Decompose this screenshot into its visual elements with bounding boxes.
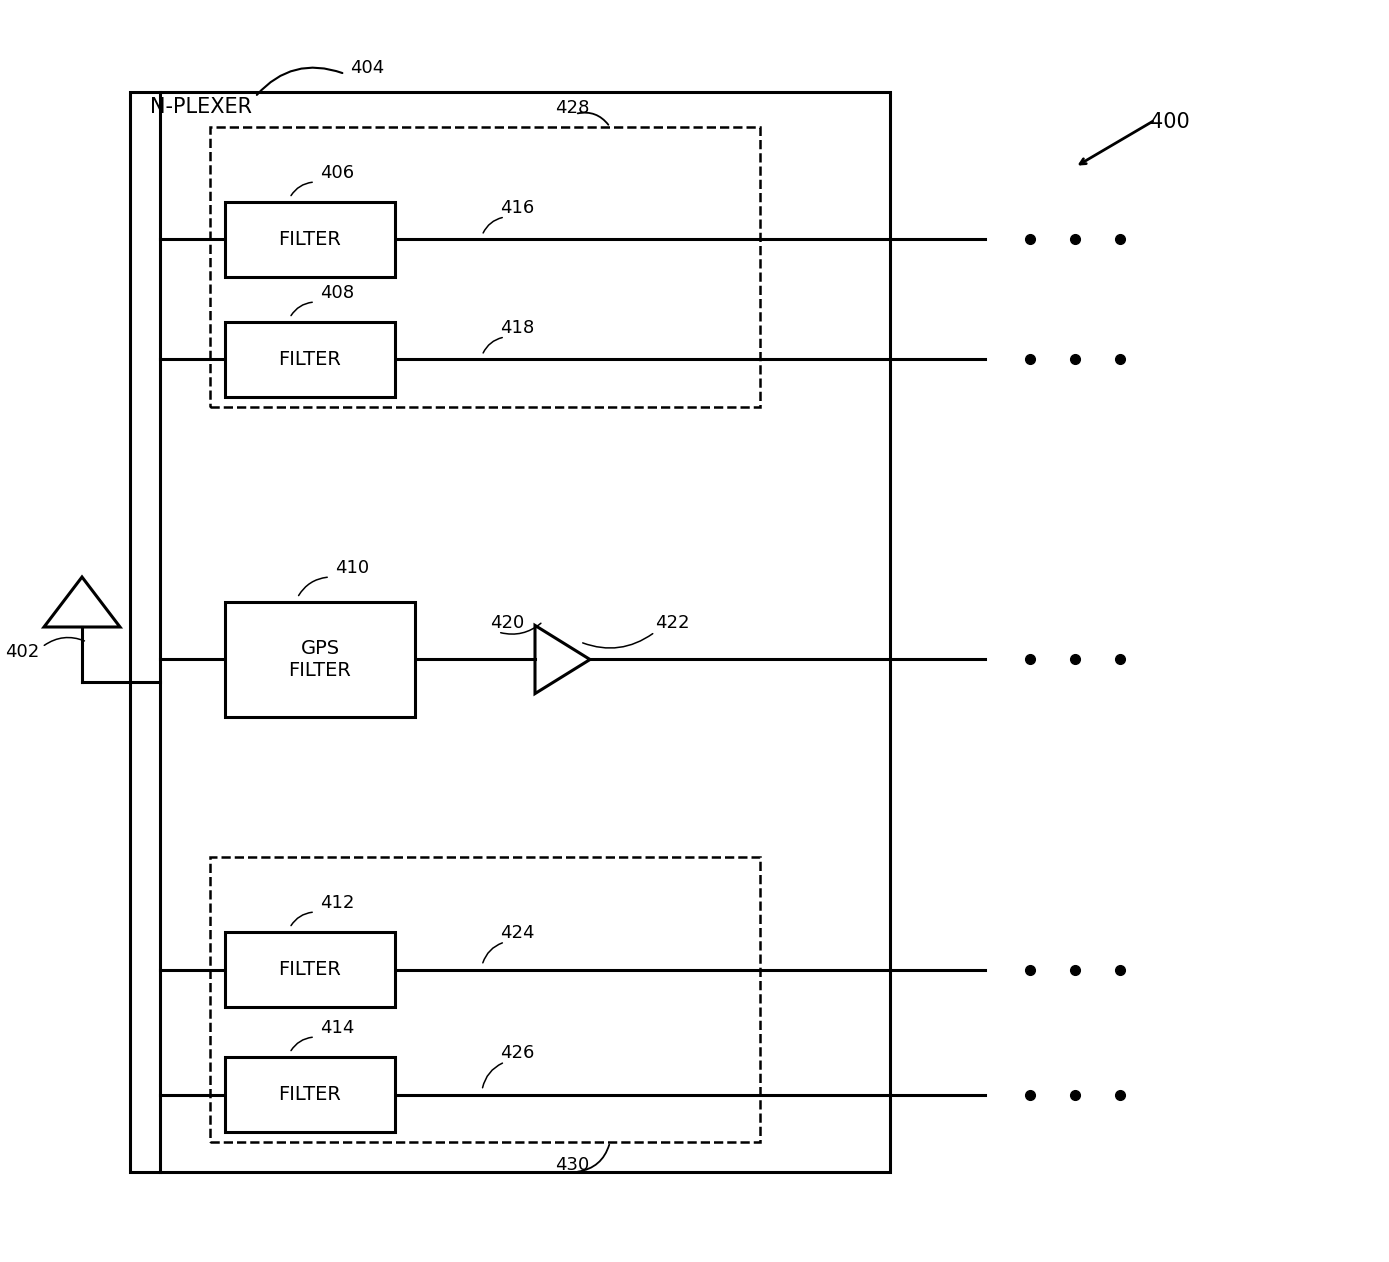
Text: FILTER: FILTER bbox=[279, 1085, 342, 1104]
Bar bbox=[225, 202, 394, 276]
Text: 414: 414 bbox=[319, 1018, 354, 1037]
Text: 418: 418 bbox=[500, 319, 535, 337]
Text: 412: 412 bbox=[319, 893, 354, 912]
Bar bbox=[210, 127, 760, 408]
Text: FILTER: FILTER bbox=[279, 960, 342, 979]
Text: 406: 406 bbox=[319, 164, 354, 182]
Text: 402: 402 bbox=[6, 644, 39, 661]
Text: 408: 408 bbox=[319, 284, 354, 302]
Text: 422: 422 bbox=[656, 615, 689, 632]
Bar bbox=[210, 857, 760, 1142]
Text: 424: 424 bbox=[500, 924, 535, 941]
Bar bbox=[131, 92, 890, 1172]
Text: 430: 430 bbox=[556, 1156, 589, 1174]
Text: 426: 426 bbox=[500, 1044, 535, 1063]
Bar bbox=[225, 322, 394, 398]
Text: 416: 416 bbox=[500, 199, 535, 217]
Text: GPS
FILTER: GPS FILTER bbox=[289, 639, 351, 680]
Text: 410: 410 bbox=[335, 559, 369, 577]
Bar bbox=[225, 602, 415, 717]
Text: 420: 420 bbox=[490, 615, 524, 632]
Text: N-PLEXER: N-PLEXER bbox=[150, 97, 251, 117]
Bar bbox=[225, 1058, 394, 1132]
Text: 400: 400 bbox=[1150, 112, 1190, 133]
Text: 428: 428 bbox=[556, 98, 589, 117]
Text: FILTER: FILTER bbox=[279, 230, 342, 249]
Bar bbox=[225, 933, 394, 1007]
Text: FILTER: FILTER bbox=[279, 350, 342, 369]
Text: 404: 404 bbox=[350, 59, 385, 77]
